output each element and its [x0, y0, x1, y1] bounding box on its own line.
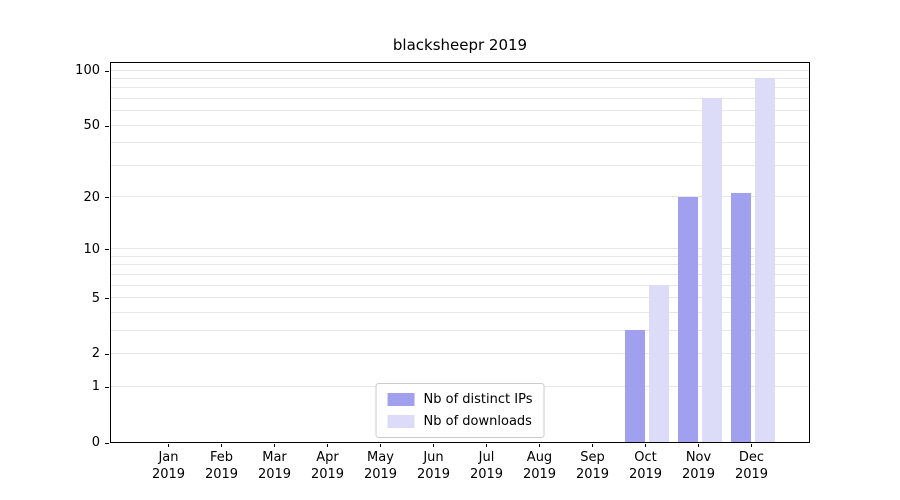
x-tick-mark-aug-2019	[539, 444, 540, 447]
gridline-50	[111, 124, 809, 126]
legend: Nb of distinct IPs Nb of downloads	[375, 383, 545, 438]
x-tick-label-aug-2019: Aug 2019	[522, 450, 557, 482]
y-tick-label-0: 0	[91, 435, 100, 450]
legend-item-downloads: Nb of downloads	[387, 414, 533, 429]
x-tick-mark-nov-2019	[698, 444, 699, 447]
gridline-70	[111, 97, 809, 99]
gridline-7	[111, 273, 809, 275]
bar-nb-of-distinct-ips-nov-2019	[677, 196, 698, 442]
x-tick-label-sep-2019: Sep 2019	[575, 450, 610, 482]
x-tick-mark-mar-2019	[274, 444, 275, 447]
gridline-5	[111, 297, 809, 299]
y-tick-label-50: 50	[83, 118, 100, 134]
gridline-8	[111, 264, 809, 266]
x-tick-mark-jun-2019	[433, 444, 434, 447]
bar-nb-of-distinct-ips-dec-2019	[730, 192, 751, 442]
gridline-100	[111, 69, 809, 71]
y-tick-mark-10	[105, 249, 109, 251]
x-tick-mark-sep-2019	[592, 444, 593, 447]
x-tick-mark-apr-2019	[327, 444, 328, 447]
x-tick-label-jan-2019: Jan 2019	[151, 450, 186, 482]
gridline-20	[111, 196, 809, 198]
y-tick-label-5: 5	[91, 290, 100, 306]
legend-label-distinct-ips: Nb of distinct IPs	[423, 392, 533, 407]
x-tick-label-jul-2019: Jul 2019	[469, 450, 504, 482]
plot-area: Nb of distinct IPs Nb of downloads	[110, 62, 810, 443]
x-tick-label-mar-2019: Mar 2019	[257, 450, 292, 482]
y-tick-mark-1	[105, 386, 109, 388]
gridline-30	[111, 164, 809, 166]
x-tick-mark-dec-2019	[751, 444, 752, 447]
gridline-80	[111, 87, 809, 89]
x-tick-label-dec-2019: Dec 2019	[734, 450, 769, 482]
gridline-60	[111, 110, 809, 112]
y-tick-label-100: 100	[75, 63, 100, 78]
gridline-2	[111, 352, 809, 354]
gridline-9	[111, 255, 809, 257]
bar-nb-of-downloads-oct-2019	[648, 285, 669, 442]
x-tick-label-may-2019: May 2019	[363, 450, 398, 482]
y-tick-mark-100	[105, 70, 109, 72]
chart-title: blacksheepr 2019	[392, 36, 528, 54]
bar-nb-of-distinct-ips-oct-2019	[624, 330, 645, 442]
x-tick-label-feb-2019: Feb 2019	[204, 450, 239, 482]
gridline-10	[111, 248, 809, 250]
gridline-40	[111, 142, 809, 144]
x-tick-mark-jan-2019	[168, 444, 169, 447]
legend-swatch-downloads	[387, 415, 415, 428]
y-tick-mark-2	[105, 353, 109, 355]
x-tick-mark-feb-2019	[221, 444, 222, 447]
x-tick-label-oct-2019: Oct 2019	[628, 450, 663, 482]
x-tick-mark-oct-2019	[645, 444, 646, 447]
y-tick-mark-5	[105, 298, 109, 300]
gridline-6	[111, 284, 809, 286]
x-tick-label-jun-2019: Jun 2019	[416, 450, 451, 482]
y-tick-mark-50	[105, 125, 109, 127]
gridline-90	[111, 77, 809, 79]
y-tick-label-2: 2	[91, 346, 100, 362]
y-tick-mark-0	[105, 442, 109, 444]
y-tick-label-20: 20	[83, 189, 100, 205]
x-tick-mark-jul-2019	[486, 444, 487, 447]
y-tick-mark-20	[105, 197, 109, 199]
legend-label-downloads: Nb of downloads	[423, 414, 532, 429]
x-tick-label-apr-2019: Apr 2019	[310, 450, 345, 482]
y-tick-label-1: 1	[91, 379, 100, 395]
bar-nb-of-downloads-nov-2019	[701, 98, 722, 442]
legend-item-distinct-ips: Nb of distinct IPs	[387, 392, 533, 407]
y-tick-label-10: 10	[83, 241, 100, 257]
legend-swatch-distinct-ips	[387, 393, 415, 406]
x-tick-mark-may-2019	[380, 444, 381, 447]
gridline-3	[111, 329, 809, 331]
gridline-4	[111, 311, 809, 313]
x-tick-label-nov-2019: Nov 2019	[681, 450, 716, 482]
bar-nb-of-downloads-dec-2019	[754, 78, 775, 442]
